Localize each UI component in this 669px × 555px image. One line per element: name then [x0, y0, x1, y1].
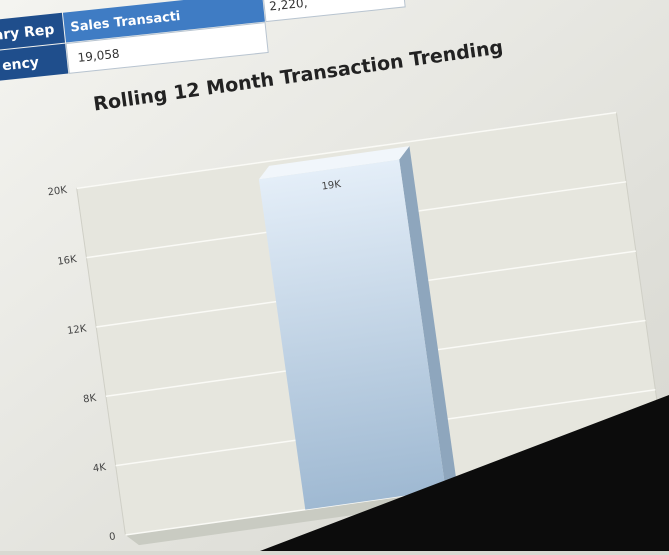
y-tick-label: 4K	[92, 462, 107, 475]
y-tick-label: 8K	[83, 393, 98, 406]
page: {"table": {"rows": [["ary Rep", "Sales T…	[0, 0, 669, 551]
screen-photo: ary Rep Sales Transacti 2,220, ency 19,0…	[0, 0, 669, 551]
